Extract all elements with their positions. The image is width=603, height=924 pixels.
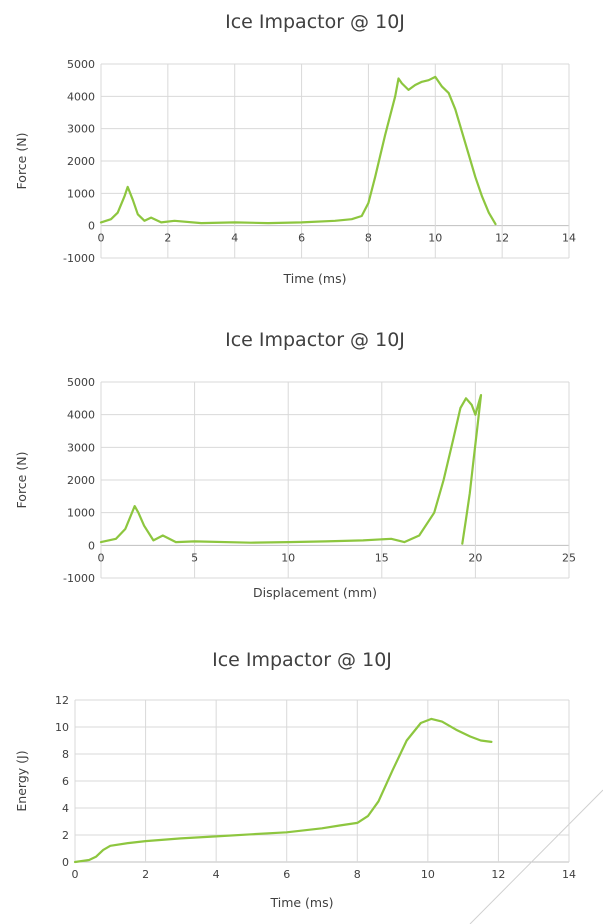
x-tick-label: 12 (495, 232, 509, 245)
y-tick-label: 10 (55, 721, 69, 734)
x-tick-label: 10 (281, 551, 295, 564)
x-tick-label: 0 (72, 868, 79, 881)
x-tick-label: 2 (142, 868, 149, 881)
y-tick-label: 0 (88, 220, 95, 233)
y-tick-label: -1000 (63, 572, 95, 585)
x-axis-label: Displacement (mm) (253, 585, 377, 600)
chart-force-vs-time: Ice Impactor @ 10J-100001000200030004000… (14, 11, 576, 286)
x-tick-label: 14 (562, 232, 576, 245)
x-tick-label: 6 (298, 232, 305, 245)
chart-title: Ice Impactor @ 10J (225, 11, 405, 33)
y-axis-label: Force (N) (14, 452, 29, 509)
y-tick-label: 5000 (67, 58, 95, 71)
x-tick-label: 0 (98, 551, 105, 564)
y-tick-label: 4000 (67, 409, 95, 422)
x-axis-label: Time (ms) (282, 271, 346, 286)
series-line (73, 717, 493, 864)
y-axis-label: Force (N) (14, 133, 29, 190)
y-tick-label: 0 (62, 856, 69, 869)
y-tick-label: 0 (88, 539, 95, 552)
chart-title: Ice Impactor @ 10J (225, 329, 405, 351)
x-tick-label: 15 (375, 551, 389, 564)
y-tick-label: 12 (55, 694, 69, 707)
y-tick-label: 2 (62, 829, 69, 842)
y-tick-label: -1000 (63, 252, 95, 265)
y-tick-label: 2000 (67, 155, 95, 168)
chart-force-vs-displacement: Ice Impactor @ 10J-100001000200030004000… (14, 329, 576, 600)
y-tick-label: 3000 (67, 123, 95, 136)
chart-energy-vs-time: Ice Impactor @ 10J 0 2 4 6 8 10 12 0 2 4 6 8 10 12 14 Ti… (14, 649, 576, 910)
y-tick-label: 1000 (67, 187, 95, 200)
y-tick-label: 5000 (67, 376, 95, 389)
y-tick-label: 2000 (67, 474, 95, 487)
y-tick-label: 6 (62, 775, 69, 788)
x-tick-label: 0 (98, 232, 105, 245)
x-axis-label: Time (ms) (269, 895, 333, 910)
series-line (99, 394, 483, 545)
y-tick-label: 8 (62, 748, 69, 761)
x-tick-label: 4 (213, 868, 220, 881)
y-tick-label: 3000 (67, 441, 95, 454)
chart-title: Ice Impactor @ 10J (212, 649, 392, 671)
x-tick-label: 4 (231, 232, 238, 245)
x-tick-label: 8 (365, 232, 372, 245)
x-tick-label: 14 (562, 868, 576, 881)
series-line (99, 75, 497, 226)
x-tick-label: 2 (164, 232, 171, 245)
decorative-diagonal-line (469, 789, 603, 924)
x-tick-label: 8 (354, 868, 361, 881)
x-tick-label: 10 (421, 868, 435, 881)
x-tick-label: 6 (283, 868, 290, 881)
x-tick-label: 10 (428, 232, 442, 245)
x-tick-label: 20 (468, 551, 482, 564)
y-tick-label: 1000 (67, 507, 95, 520)
x-tick-label: 5 (191, 551, 198, 564)
x-tick-label: 12 (491, 868, 505, 881)
y-tick-label: 4000 (67, 90, 95, 103)
x-tick-label: 25 (562, 551, 576, 564)
y-tick-label: 4 (62, 802, 69, 815)
y-axis-label: Energy (J) (14, 750, 29, 811)
